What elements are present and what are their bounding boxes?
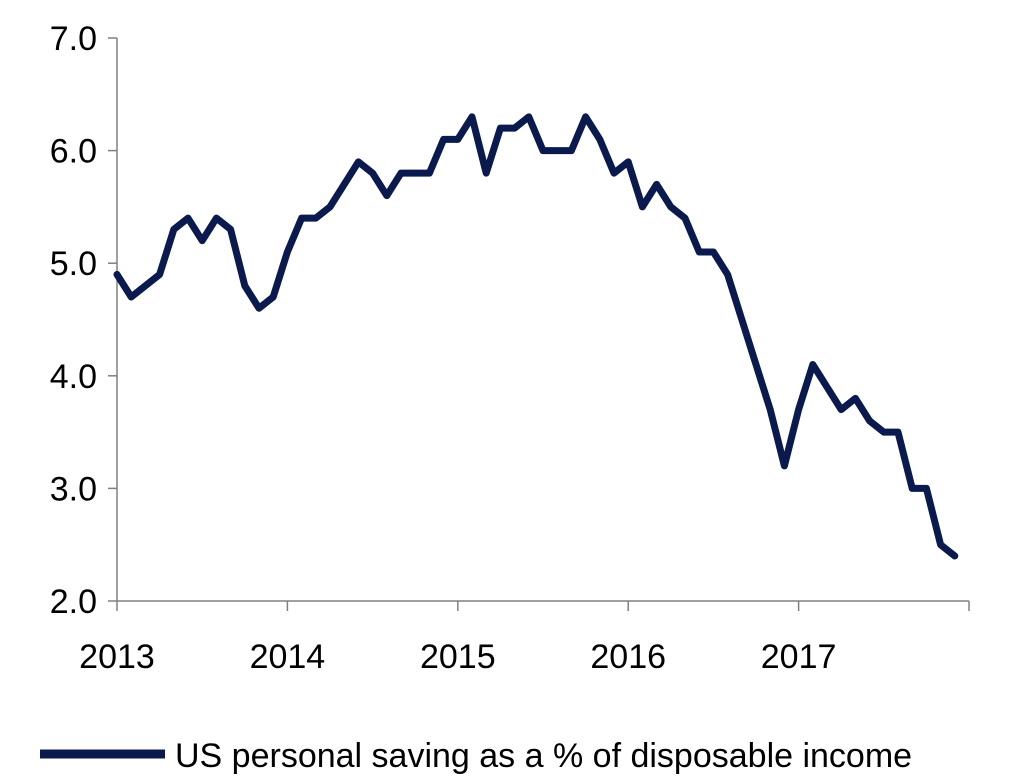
y-tick-label: 2.0 [50,583,97,621]
y-tick-label: 7.0 [50,20,97,58]
series-lines [113,113,959,560]
chart-ticks [108,37,970,611]
y-tick-label: 6.0 [50,133,97,171]
x-tick-label: 2017 [761,638,837,676]
chart-axes [116,38,969,602]
x-tick-label: 2013 [79,638,155,676]
y-tick-label: 4.0 [50,358,97,396]
legend-label: US personal saving as a % of disposable … [175,737,912,775]
x-tick-label: 2016 [590,638,666,676]
y-tick-label: 5.0 [50,245,97,283]
x-tick-label: 2014 [250,638,326,676]
tick-labels: 2.0 3.0 4.0 5.0 6.0 7.0 2013 2014 2015 2016 2017 [50,20,837,676]
series-line [113,113,959,560]
x-tick-label: 2015 [420,638,496,676]
y-tick-label: 3.0 [50,470,97,508]
chart-legend: US personal saving as a % of disposable … [40,737,912,775]
